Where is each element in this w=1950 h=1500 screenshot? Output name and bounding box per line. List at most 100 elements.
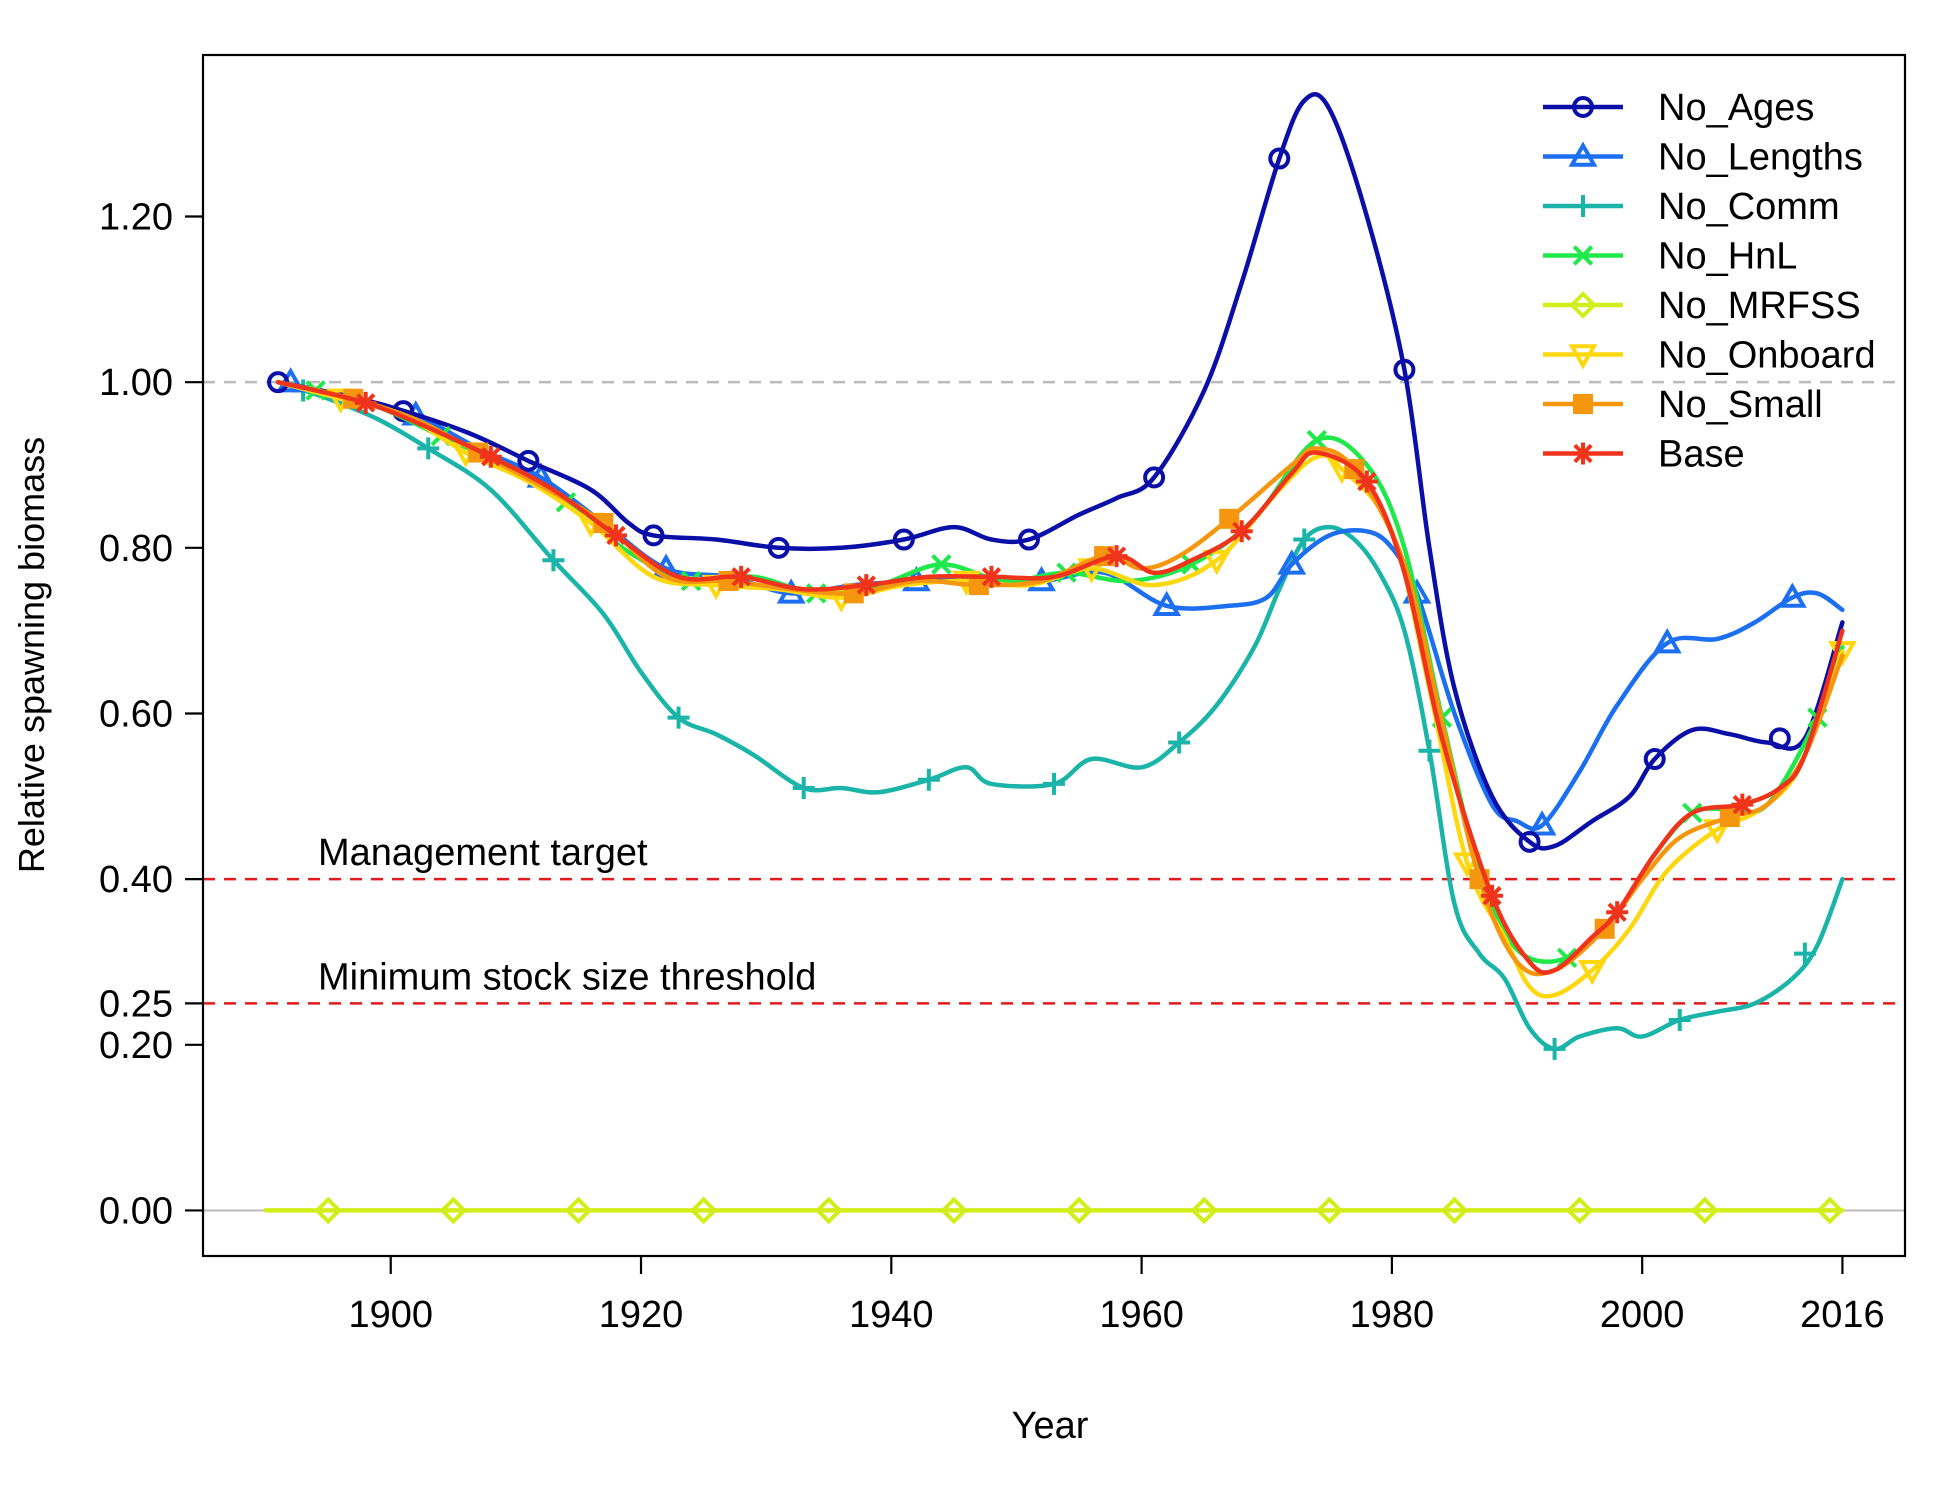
y-tick-label-2: 0.25 [99, 983, 173, 1025]
point-base-10 [1606, 901, 1629, 924]
series-no-comm [275, 379, 1845, 1060]
legend-marker-no-mrfss [1569, 291, 1597, 319]
legend-marker-no-comm [1572, 195, 1594, 217]
point-no-ages-12 [1768, 727, 1791, 750]
legend-entry-no-mrfss: No_MRFSS [1543, 285, 1861, 327]
point-no-ages-7 [1143, 466, 1166, 489]
x-tick-label-2000: 2000 [1600, 1294, 1685, 1336]
point-no-comm-12 [1793, 942, 1816, 965]
y-tick-label-0: 0.00 [99, 1190, 173, 1232]
series-line-no-small [275, 379, 1845, 977]
legend-label-no-small: No_Small [1658, 384, 1823, 426]
legend-marker-no-ages [1572, 96, 1594, 118]
point-no-mrfss-8 [1315, 1196, 1344, 1225]
point-base-5 [980, 565, 1003, 588]
point-no-mrfss-2 [564, 1196, 593, 1225]
point-no-mrfss-3 [689, 1196, 718, 1225]
point-no-ages-2 [517, 449, 540, 472]
legend-marker-no-onboard [1568, 344, 1598, 370]
legend-entry-no-ages: No_Ages [1543, 87, 1814, 129]
series-line-no-ages [275, 92, 1845, 851]
point-no-hnl-5 [931, 554, 952, 575]
x-tick-label-1920: 1920 [599, 1294, 684, 1336]
point-no-mrfss-12 [1816, 1196, 1844, 1225]
point-no-lengths-12 [1777, 582, 1807, 608]
series-layer [263, 92, 1857, 1225]
point-no-mrfss-7 [1190, 1196, 1219, 1225]
series-line-no-comm [275, 379, 1845, 1052]
legend-marker-no-lengths [1568, 141, 1598, 167]
y-tick-label-1: 0.20 [99, 1025, 173, 1067]
point-base-11 [1731, 793, 1754, 816]
series-no-mrfss [263, 1196, 1845, 1225]
series-base [275, 379, 1845, 975]
point-no-comm-3 [667, 706, 690, 729]
point-no-comm-7 [1168, 731, 1191, 754]
x-tick-label-1960: 1960 [1099, 1294, 1184, 1336]
point-no-ages-9 [1393, 358, 1416, 381]
point-no-comm-6 [1043, 772, 1065, 795]
x-tick-label-1900: 1900 [348, 1294, 433, 1336]
reference-lines [203, 380, 1905, 1212]
legend-entry-no-comm: No_Comm [1543, 186, 1840, 228]
axes-layer: 1900 1920 1940 1960 1980 2000 2016 0.00 0.200.25… [99, 53, 1907, 1336]
y-tick-label-6: 1.00 [99, 362, 173, 404]
point-no-comm-2 [542, 549, 565, 572]
plot-frame [201, 53, 1907, 1258]
legend-label-no-ages: No_Ages [1658, 87, 1814, 129]
series-line-no-onboard [275, 379, 1845, 999]
series-no-ages [267, 92, 1845, 853]
legend-label-no-hnl: No_HnL [1658, 236, 1797, 278]
legend-entry-base: Base [1543, 434, 1745, 476]
point-no-ages-8 [1268, 147, 1291, 170]
series-no-lengths [275, 367, 1845, 836]
point-base-2 [604, 524, 627, 547]
point-base-1 [479, 445, 502, 468]
point-no-mrfss-4 [814, 1196, 843, 1225]
point-no-lengths-7 [1152, 590, 1182, 617]
point-no-ages-10 [1518, 830, 1541, 853]
point-no-mrfss-6 [1065, 1196, 1093, 1225]
legend-label-no-mrfss: No_MRFSS [1658, 285, 1861, 327]
point-no-comm-5 [917, 768, 940, 791]
point-no-comm-4 [792, 777, 815, 800]
series-no-small [275, 379, 1845, 977]
point-no-ages-5 [892, 528, 915, 551]
y-tick-label-7: 1.20 [99, 197, 173, 239]
point-no-comm-11 [1668, 1008, 1691, 1031]
point-no-ages-6 [1017, 528, 1040, 551]
point-no-mrfss-10 [1565, 1196, 1594, 1225]
point-base-6 [1105, 545, 1128, 568]
point-base-4 [855, 574, 878, 597]
y-tick-label-5: 0.80 [99, 528, 173, 570]
point-no-comm-1 [417, 437, 440, 460]
legend-marker-no-small [1573, 394, 1593, 414]
reference-label-2: Minimum stock size threshold [318, 956, 816, 998]
point-no-comm-8 [1293, 528, 1316, 551]
legend-marker-no-hnl [1572, 245, 1594, 266]
point-no-mrfss-9 [1440, 1196, 1469, 1225]
point-no-hnl-8 [1306, 429, 1328, 451]
legend-marker-base [1572, 442, 1594, 465]
y-axis-label: Relative spawning biomass [11, 437, 52, 873]
point-no-lengths-8 [1277, 549, 1307, 575]
point-no-mrfss-1 [439, 1196, 468, 1225]
point-no-lengths-11 [1652, 628, 1682, 654]
x-tick-label-2016: 2016 [1800, 1294, 1885, 1336]
y-tick-label-4: 0.60 [99, 693, 173, 735]
legend-entry-no-lengths: No_Lengths [1543, 137, 1863, 179]
point-no-lengths-10 [1527, 810, 1557, 836]
point-no-comm-9 [1418, 739, 1441, 762]
x-tick-label-1980: 1980 [1350, 1294, 1435, 1336]
x-axis-label: Year [1012, 1405, 1089, 1447]
legend-label-no-lengths: No_Lengths [1658, 137, 1863, 179]
legend-entry-no-onboard: No_Onboard [1543, 335, 1876, 377]
legend-entry-no-hnl: No_HnL [1543, 236, 1797, 278]
point-no-onboard-10 [1577, 959, 1607, 986]
point-base-0 [354, 391, 377, 414]
series-line-no-lengths [275, 379, 1845, 831]
legend-label-no-comm: No_Comm [1658, 186, 1840, 228]
y-tick-label-3: 0.40 [99, 859, 173, 901]
point-no-mrfss-11 [1690, 1196, 1719, 1225]
